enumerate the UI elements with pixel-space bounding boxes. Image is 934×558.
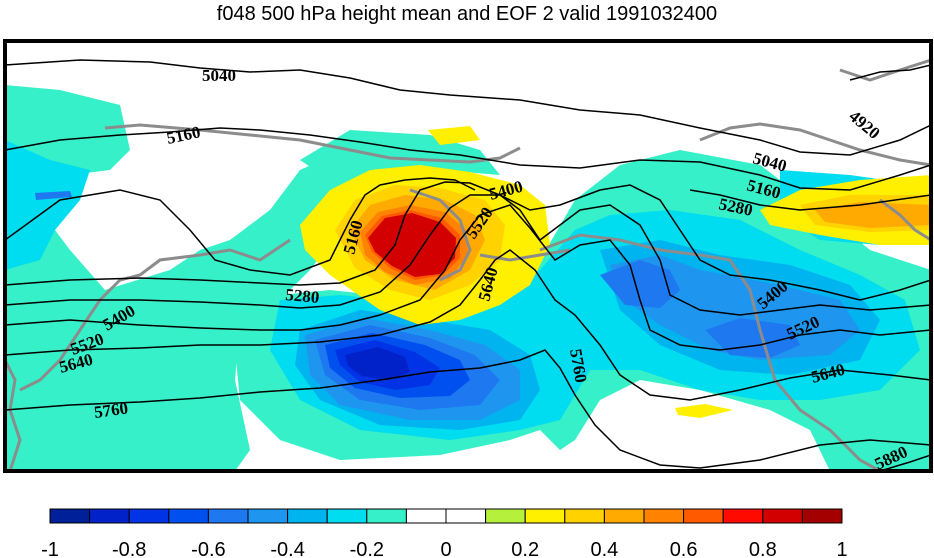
colorbar-bin xyxy=(722,508,764,524)
contour-label: 5040 xyxy=(202,66,236,85)
colorbar-tick-label: -0.4 xyxy=(270,539,304,558)
chart-title: f048 500 hPa height mean and EOF 2 valid… xyxy=(217,3,717,25)
colorbar-bin xyxy=(683,508,724,524)
colorbar-tick-label: -0.6 xyxy=(191,539,225,558)
field-region-pos-0.2-south xyxy=(675,404,733,418)
colorbar-bin xyxy=(207,508,249,524)
colorbar-tick-label: 0 xyxy=(440,539,451,558)
contour-5160-trough xyxy=(5,177,476,276)
field-region-neg-0.5-east-a xyxy=(600,260,680,308)
map-frame xyxy=(3,39,933,473)
coastline-asia-east xyxy=(19,238,291,392)
colorbar-bin xyxy=(247,508,289,524)
coastline-america-north xyxy=(839,58,931,82)
colorbar-tick-labels: -1 -0.8 -0.6 -0.4 -0.2 0 0.2 0.4 0.6 0.8 1 xyxy=(41,539,847,558)
field-region-neg-0.2-west xyxy=(5,140,90,270)
colorbar-bin xyxy=(485,508,526,524)
coastline-greenland xyxy=(879,198,931,242)
colorbar-tick-label: -1 xyxy=(41,539,59,558)
coastline-kamchatka xyxy=(409,188,472,282)
contour-5040-north xyxy=(5,59,931,156)
colorbar-bin xyxy=(366,508,407,524)
contour-4920 xyxy=(849,64,931,81)
colorbar-bin xyxy=(326,508,368,524)
colorbar-tick-label: -0.2 xyxy=(350,539,384,558)
colorbar-bin xyxy=(603,508,645,524)
height-contours xyxy=(5,59,931,471)
coastline-arctic-east xyxy=(699,122,931,167)
coastline-america-west xyxy=(539,233,881,471)
colorbar-bin xyxy=(801,508,843,524)
colorbar-bin xyxy=(445,508,487,524)
field-region-neg-0.1-west xyxy=(5,85,370,471)
contour-5520 xyxy=(5,204,931,351)
colorbar-tick-label: 0.8 xyxy=(749,539,777,558)
contour-5640 xyxy=(5,249,931,401)
field-region-pos-0.2-north xyxy=(428,126,480,145)
colorbar-bin xyxy=(128,508,170,524)
contour-5280-east xyxy=(689,189,931,211)
map-panel: 5040492051605040516052805400552056405160… xyxy=(5,41,931,471)
colorbar-bin xyxy=(287,508,328,524)
eof-shaded-field xyxy=(5,85,931,471)
colorbar-bin xyxy=(49,508,91,524)
contour-5880 xyxy=(879,454,931,471)
colorbar-tick-label: 0.2 xyxy=(511,539,539,558)
land-outline xyxy=(5,58,931,471)
colorbar-bin xyxy=(405,508,447,524)
coastline-asia xyxy=(104,123,521,164)
colorbar-bin xyxy=(89,508,130,524)
colorbar-bin xyxy=(762,508,803,524)
colorbar-bin xyxy=(643,508,685,524)
colorbar-tick-label: 0.4 xyxy=(590,539,618,558)
contour-label: 5280 xyxy=(285,285,321,307)
field-region-pos-0.4-east xyxy=(815,202,931,228)
colorbar-bin xyxy=(168,508,209,524)
colorbar-tick-label: 1 xyxy=(836,539,847,558)
coastline-aleutians xyxy=(479,248,571,262)
contour-5400 xyxy=(5,194,931,316)
colorbar-bin xyxy=(564,508,605,524)
contour-5160-north xyxy=(5,127,931,191)
field-region-neg-0.5-east-b xyxy=(705,318,800,358)
colorbar-tick-label: -0.8 xyxy=(112,539,146,558)
contour-5760 xyxy=(5,349,931,469)
field-region-neg-0.5-west-spot xyxy=(35,191,72,200)
colorbar xyxy=(49,508,843,524)
colorbar-tick-label: 0.6 xyxy=(670,539,698,558)
colorbar-bin xyxy=(524,508,566,524)
contour-label: 5760 xyxy=(93,398,129,422)
field-region-neg-0.8-central xyxy=(345,347,410,380)
